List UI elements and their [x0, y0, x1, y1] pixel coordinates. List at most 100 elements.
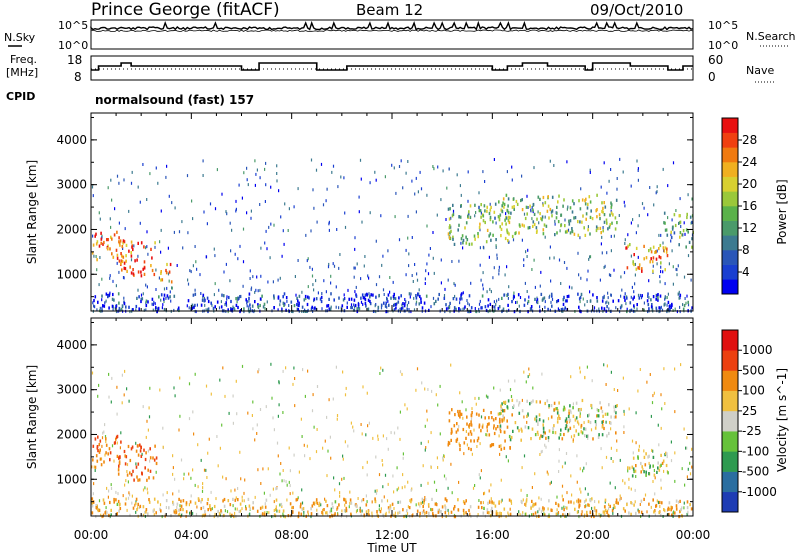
echo-cell — [520, 198, 522, 203]
speckle-cell — [598, 307, 600, 311]
speckle-cell — [610, 293, 612, 297]
echo-cell — [142, 267, 144, 271]
echo-cell — [422, 509, 425, 513]
speckle-cell — [221, 423, 223, 427]
echo-cell — [192, 293, 195, 297]
speckle-cell — [263, 491, 265, 495]
speckle-cell — [610, 168, 612, 171]
echo-cell — [552, 430, 554, 434]
echo-cell — [566, 299, 568, 303]
speckle-cell — [106, 486, 108, 490]
echo-cell — [119, 502, 121, 506]
echo-cell — [533, 212, 536, 216]
echo-cell — [660, 261, 662, 265]
echo-cell — [574, 216, 577, 220]
echo-cell — [92, 444, 95, 448]
speckle-cell — [587, 269, 589, 273]
echo-cell — [628, 511, 630, 515]
echo-cell — [601, 410, 604, 414]
echo-cell — [138, 307, 140, 311]
echo-cell — [455, 297, 458, 301]
speckle-cell — [686, 512, 688, 516]
speckle-cell — [190, 476, 192, 480]
speckle-cell — [98, 283, 100, 287]
speckle-cell — [619, 157, 621, 161]
speckle-cell — [197, 485, 199, 489]
echo-cell — [666, 233, 669, 237]
speckle-cell — [188, 503, 190, 507]
echo-cell — [553, 408, 556, 412]
echo-cell — [511, 413, 513, 417]
speckle-cell — [200, 292, 202, 295]
speckle-cell — [387, 249, 389, 253]
speckle-cell — [221, 192, 223, 196]
speckle-cell — [396, 302, 398, 306]
speckle-cell — [91, 465, 93, 469]
speckle-cell — [160, 209, 162, 213]
echo-cell — [457, 228, 459, 232]
speckle-cell — [159, 388, 161, 392]
echo-cell — [498, 218, 501, 222]
speckle-cell — [634, 500, 636, 504]
echo-cell — [200, 506, 202, 511]
echo-cell — [655, 297, 657, 301]
speckle-cell — [355, 285, 357, 289]
echo-cell — [325, 499, 327, 503]
echo-cell — [649, 464, 651, 468]
echo-cell — [120, 440, 122, 444]
speckle-cell — [247, 308, 250, 311]
speckle-cell — [478, 473, 480, 477]
colorbar-swatch — [722, 176, 738, 192]
speckle-cell — [386, 305, 388, 309]
speckle-cell — [145, 301, 147, 305]
speckle-cell — [495, 246, 497, 249]
speckle-cell — [587, 492, 589, 496]
speckle-cell — [367, 274, 369, 278]
speckle-cell — [378, 275, 381, 279]
echo-cell — [443, 296, 446, 300]
speckle-cell — [328, 228, 330, 232]
echo-cell — [222, 499, 224, 503]
echo-cell — [149, 447, 151, 451]
speckle-cell — [630, 295, 632, 299]
speckle-cell — [420, 187, 423, 191]
echo-cell — [548, 499, 550, 503]
echo-cell — [675, 507, 678, 511]
echo-cell — [518, 411, 521, 415]
speckle-cell — [360, 277, 362, 281]
speckle-cell — [219, 446, 221, 450]
echo-cell — [283, 292, 286, 296]
echo-cell — [651, 260, 654, 264]
echo-cell — [504, 400, 507, 404]
echo-cell — [489, 302, 492, 306]
echo-cell — [547, 436, 550, 440]
echo-cell — [202, 293, 205, 297]
speckle-cell — [446, 186, 448, 190]
echo-cell — [677, 292, 680, 296]
colorbar-swatch — [722, 132, 738, 148]
echo-cell — [578, 305, 580, 309]
echo-cell — [513, 404, 515, 408]
echo-cell — [601, 306, 603, 310]
speckle-cell — [544, 443, 546, 447]
echo-cell — [671, 513, 673, 517]
echo-cell — [685, 245, 687, 249]
speckle-cell — [92, 194, 94, 198]
echo-cell — [460, 296, 462, 300]
speckle-cell — [420, 483, 422, 487]
speckle-cell — [505, 515, 507, 519]
speckle-cell — [476, 515, 478, 519]
echo-cell — [655, 293, 658, 297]
speckle-cell — [415, 302, 417, 306]
speckle-cell — [566, 160, 568, 164]
speckle-cell — [459, 301, 461, 305]
echo-cell — [579, 295, 582, 299]
speckle-cell — [310, 307, 312, 311]
speckle-cell — [208, 437, 210, 441]
echo-cell — [298, 511, 300, 515]
echo-cell — [586, 206, 589, 210]
echo-cell — [379, 510, 382, 514]
speckle-cell — [412, 280, 414, 283]
echo-cell — [637, 266, 639, 270]
echo-cell — [563, 295, 565, 299]
